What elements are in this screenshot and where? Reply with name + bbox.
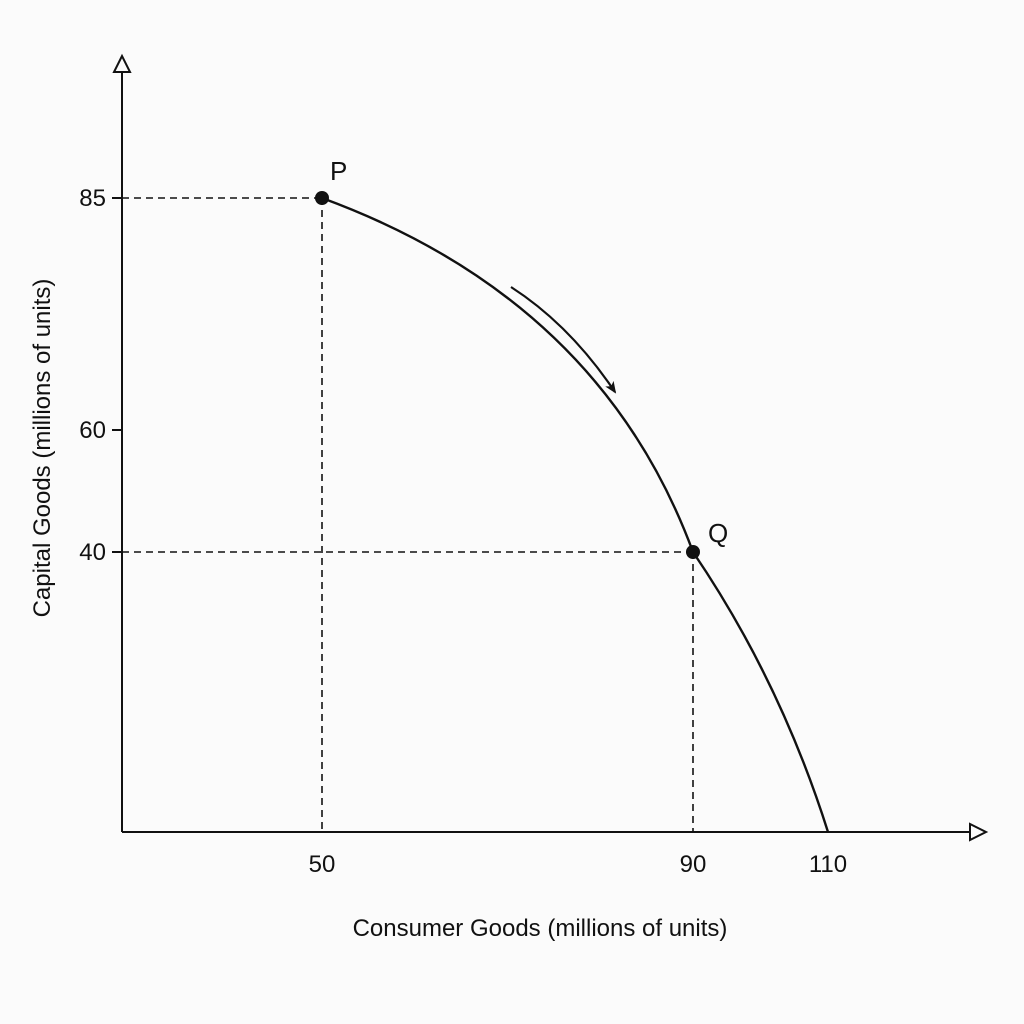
point-p-label: P (330, 156, 347, 186)
point-p-marker (315, 191, 329, 205)
y-tick-label: 60 (79, 417, 106, 444)
x-tick-label: 110 (809, 851, 847, 878)
x-tick-label: 50 (309, 851, 336, 878)
y-axis-title: Capital Goods (millions of units) (29, 279, 56, 618)
x-axis-title: Consumer Goods (millions of units) (353, 915, 728, 942)
point-q-marker (686, 545, 700, 559)
y-tick-label: 85 (79, 185, 106, 212)
ppf-curve (321, 196, 830, 833)
x-axis-arrow (969, 822, 989, 842)
y-tick-label: 40 (79, 539, 106, 566)
y-axis-arrow (112, 53, 132, 73)
movement-arrow (510, 286, 617, 394)
point-q-label: Q (708, 518, 728, 548)
x-tick-label: 90 (680, 851, 707, 878)
